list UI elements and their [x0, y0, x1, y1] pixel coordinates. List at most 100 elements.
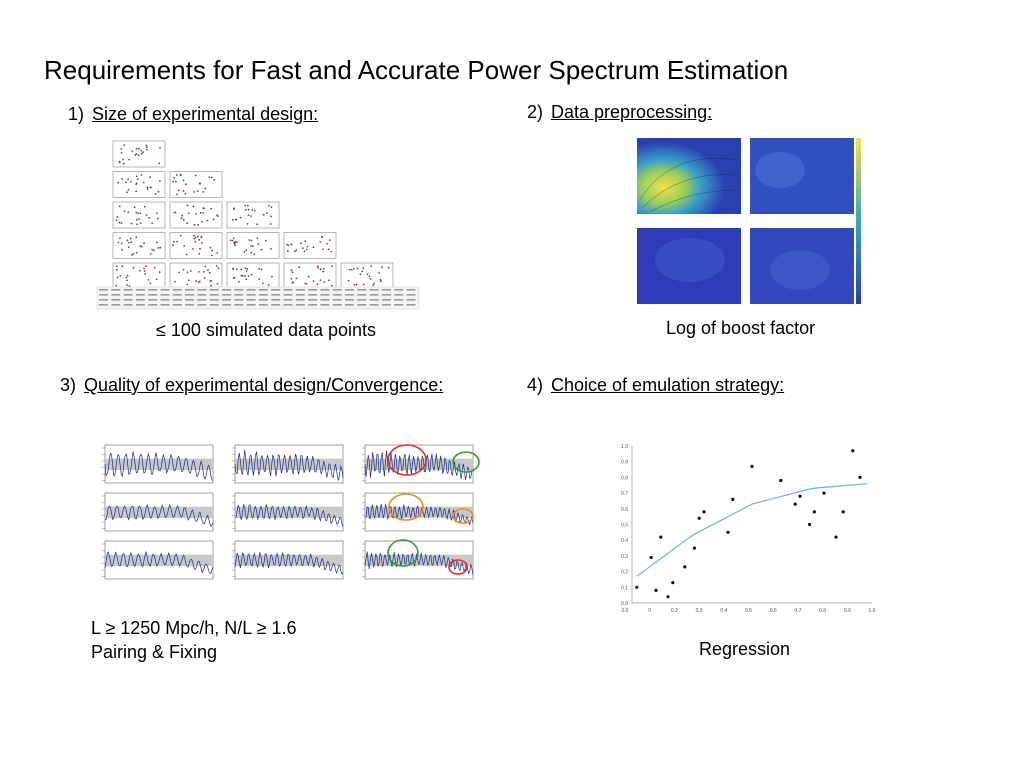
design-table-strip [96, 286, 420, 310]
y-tick-label: 0.3 [621, 554, 628, 560]
spectrum-error-panel [102, 444, 214, 484]
section-2-heading: 2) Data preprocessing: [527, 102, 712, 123]
heatmap-panel [637, 138, 741, 214]
data-point [812, 510, 816, 514]
scatter-matrix-panel [169, 262, 223, 290]
highlight-circle [387, 539, 419, 567]
highlight-circle [387, 444, 427, 476]
x-tick-label: 0.4 [720, 608, 727, 614]
scatter-matrix-panel [226, 201, 280, 229]
x-tick-label: 0.7 [794, 608, 801, 614]
highlight-circle [388, 493, 424, 521]
y-tick-label: 0.6 [621, 507, 628, 513]
section-3-caption-line: L ≥ 1250 Mpc/h, N/L ≥ 1.6 [91, 618, 297, 638]
section-3-caption: L ≥ 1250 Mpc/h, N/L ≥ 1.6 Pairing & Fixi… [91, 616, 297, 664]
spectrum-error-panel [232, 444, 344, 484]
y-tick-label: 0.5 [621, 523, 628, 529]
data-point [779, 478, 783, 483]
data-point [731, 497, 735, 501]
data-point [666, 595, 670, 599]
spectrum-error-panel [362, 444, 474, 484]
data-point [793, 502, 797, 506]
section-4-caption: Regression [699, 639, 791, 659]
scatter-matrix-panel [283, 262, 337, 290]
spectrum-error-panel [232, 540, 344, 580]
y-tick-label: 0.0 [621, 601, 628, 607]
data-point [841, 510, 845, 514]
data-point [692, 546, 696, 550]
highlight-circle [452, 508, 474, 524]
scatter-matrix-panel [226, 232, 280, 259]
spectrum-error-panel [102, 492, 214, 532]
section-3-label: Quality of experimental design/Convergen… [84, 375, 444, 395]
x-tick-label: 0.6 [770, 608, 777, 614]
scatter-matrix-panel [169, 232, 223, 259]
scatter-matrix-panel [112, 171, 166, 198]
data-point [858, 475, 862, 479]
highlight-circle [452, 451, 480, 473]
data-point [702, 510, 706, 514]
scatter-matrix-panel [340, 262, 394, 290]
spectrum-error-panel [362, 492, 474, 532]
spectrum-error-panel [102, 540, 214, 580]
data-point [659, 535, 663, 539]
regression-chart: 1.0 0.9 0.8 0.7 0.6 0.5 0.4 0.3 0.2 0.1 0.0 0.0 0 0.… [621, 444, 876, 614]
scatter-matrix-panel [169, 201, 223, 229]
data-point [635, 585, 639, 589]
section-1-heading: 1) Size of experimental design: [68, 104, 318, 125]
scatter-matrix-figure [96, 140, 420, 310]
convergence-panels-figure [102, 444, 480, 580]
colorbar [856, 138, 861, 304]
data-point [808, 522, 812, 527]
data-point [851, 449, 855, 453]
data-point [671, 581, 675, 585]
section-3-number: 3) [60, 375, 77, 395]
section-1-number: 1) [68, 104, 85, 124]
y-tick-label: 1.0 [621, 444, 628, 450]
scatter-matrix-panel [283, 232, 337, 259]
scatter-matrix-panel [169, 171, 223, 198]
x-tick-label: 1.0 [869, 608, 876, 614]
x-tick-label: 0 [648, 608, 651, 614]
regression-fit-curve [636, 483, 868, 577]
section-2-label: Data preprocessing: [551, 102, 713, 122]
x-tick-label: 0.3 [696, 608, 703, 614]
data-point [649, 555, 653, 560]
y-tick-label: 0.9 [621, 460, 628, 466]
data-point [683, 565, 687, 569]
x-tick-label: 0.5 [745, 608, 752, 614]
y-tick-label: 0.2 [621, 570, 628, 576]
spectrum-error-panel [232, 492, 344, 532]
section-3-heading: 3) Quality of experimental design/Converg… [60, 375, 443, 396]
scatter-matrix-panel [112, 140, 166, 168]
x-tick-label: 0.8 [819, 608, 826, 614]
boost-factor-heatmaps-figure [637, 138, 861, 304]
x-tick-label: 0.2 [671, 608, 678, 614]
section-2-caption: Log of boost factor [666, 318, 816, 338]
y-tick-label: 0.4 [621, 538, 628, 544]
scatter-matrix-panel [226, 262, 280, 290]
highlight-circle [448, 559, 468, 575]
data-point [822, 491, 826, 495]
scatter-matrix-panel [112, 232, 166, 259]
section-4-label: Choice of emulation strategy: [551, 375, 785, 395]
section-1-caption: ≤ 100 simulated data points [156, 320, 377, 340]
section-2-number: 2) [527, 102, 544, 122]
slide-title: Requirements for Fast and Accurate Power… [44, 55, 789, 85]
section-4-number: 4) [527, 375, 544, 395]
data-point [834, 535, 838, 539]
scatter-matrix-panel [112, 262, 166, 290]
x-tick-label: 0.9 [844, 608, 851, 614]
x-tick-label: 0.0 [622, 608, 629, 614]
y-tick-label: 0.7 [621, 491, 628, 497]
data-point [726, 530, 730, 534]
scatter-matrix-panel [112, 201, 166, 229]
y-tick-label: 0.1 [621, 585, 628, 591]
data-point [750, 464, 754, 468]
section-3-caption-line: Pairing & Fixing [91, 642, 218, 662]
data-point [654, 588, 658, 592]
section-1-label: Size of experimental design: [92, 104, 319, 124]
data-point [697, 516, 701, 520]
y-tick-label: 0.8 [621, 475, 628, 481]
data-point [798, 494, 802, 498]
